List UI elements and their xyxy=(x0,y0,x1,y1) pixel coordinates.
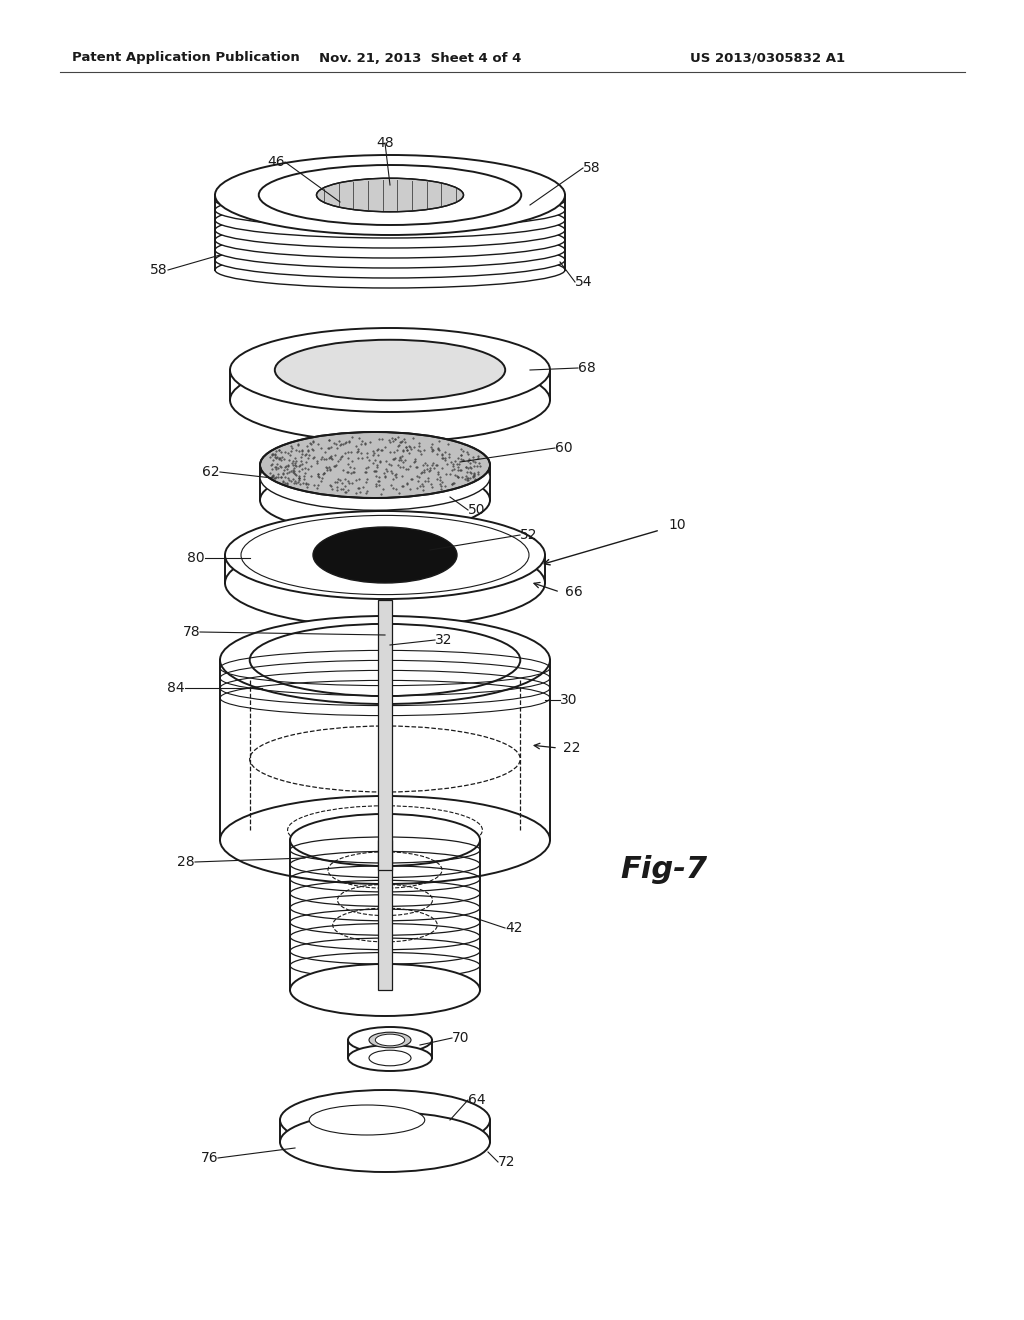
Text: 60: 60 xyxy=(555,441,572,455)
Ellipse shape xyxy=(250,624,520,696)
Ellipse shape xyxy=(259,165,521,224)
Ellipse shape xyxy=(220,616,550,704)
Text: 28: 28 xyxy=(177,855,195,869)
Ellipse shape xyxy=(215,252,565,288)
Ellipse shape xyxy=(280,1111,490,1172)
Text: 54: 54 xyxy=(575,275,593,289)
Text: 52: 52 xyxy=(520,528,538,543)
Text: 66: 66 xyxy=(565,585,583,599)
Text: Nov. 21, 2013  Sheet 4 of 4: Nov. 21, 2013 Sheet 4 of 4 xyxy=(318,51,521,65)
Ellipse shape xyxy=(215,202,565,238)
Text: 30: 30 xyxy=(560,693,578,708)
Ellipse shape xyxy=(376,1034,404,1045)
Text: 42: 42 xyxy=(505,921,522,935)
Text: 48: 48 xyxy=(376,136,394,150)
Ellipse shape xyxy=(290,964,480,1016)
Text: 64: 64 xyxy=(468,1093,485,1107)
Ellipse shape xyxy=(215,242,565,279)
Text: 72: 72 xyxy=(498,1155,515,1170)
Text: 58: 58 xyxy=(151,263,168,277)
Ellipse shape xyxy=(225,539,545,627)
Ellipse shape xyxy=(225,511,545,599)
Bar xyxy=(378,840,392,990)
Ellipse shape xyxy=(230,327,550,412)
Text: 32: 32 xyxy=(435,634,453,647)
Ellipse shape xyxy=(348,1027,432,1053)
Ellipse shape xyxy=(348,1045,432,1071)
Text: 22: 22 xyxy=(563,741,581,755)
Text: 58: 58 xyxy=(583,161,601,176)
Ellipse shape xyxy=(280,1090,490,1150)
Ellipse shape xyxy=(215,232,565,268)
Ellipse shape xyxy=(215,213,565,248)
Bar xyxy=(378,601,392,870)
Text: US 2013/0305832 A1: US 2013/0305832 A1 xyxy=(690,51,845,65)
Ellipse shape xyxy=(309,1105,425,1135)
Text: 70: 70 xyxy=(452,1031,469,1045)
Text: 62: 62 xyxy=(203,465,220,479)
Ellipse shape xyxy=(220,796,550,884)
Ellipse shape xyxy=(215,182,565,218)
Ellipse shape xyxy=(215,154,565,235)
Text: 84: 84 xyxy=(167,681,185,696)
Ellipse shape xyxy=(260,467,490,533)
Text: 50: 50 xyxy=(468,503,485,517)
Text: 46: 46 xyxy=(267,154,285,169)
Ellipse shape xyxy=(369,1032,411,1048)
Ellipse shape xyxy=(316,178,464,211)
Ellipse shape xyxy=(260,445,490,511)
Text: 10: 10 xyxy=(668,517,686,532)
Ellipse shape xyxy=(230,358,550,442)
Text: 76: 76 xyxy=(201,1151,218,1166)
Text: Patent Application Publication: Patent Application Publication xyxy=(72,51,300,65)
Ellipse shape xyxy=(260,432,490,498)
Ellipse shape xyxy=(215,222,565,257)
Text: 68: 68 xyxy=(578,360,596,375)
Ellipse shape xyxy=(241,515,529,594)
Text: 80: 80 xyxy=(187,550,205,565)
Ellipse shape xyxy=(290,814,480,866)
Ellipse shape xyxy=(274,339,505,400)
Ellipse shape xyxy=(313,527,457,583)
Ellipse shape xyxy=(369,1051,411,1065)
Text: 78: 78 xyxy=(182,624,200,639)
Text: Fig-7: Fig-7 xyxy=(620,855,708,884)
Ellipse shape xyxy=(215,191,565,228)
